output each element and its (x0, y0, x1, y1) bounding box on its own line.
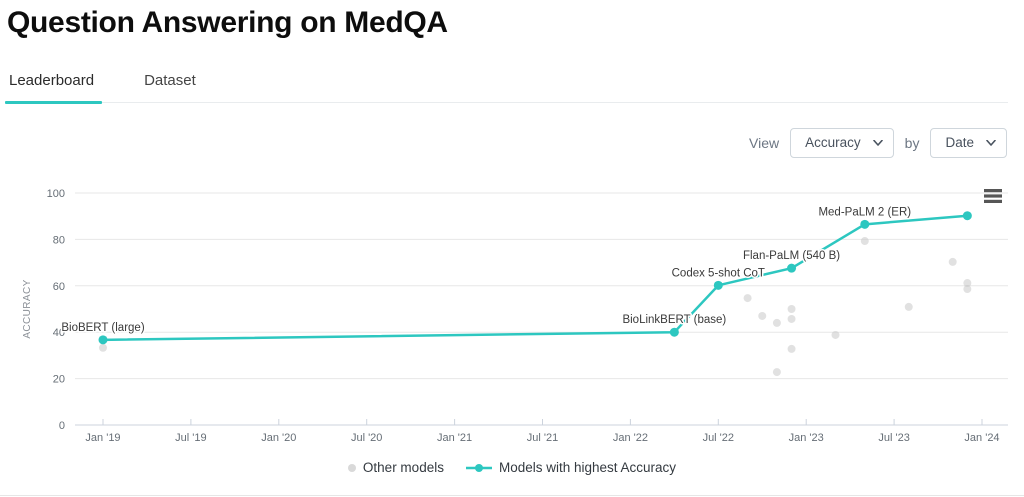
series-models-with-highest-accuracy[interactable]: BioBERT (large) BioLinkBERT (base) Codex 5… (60, 205, 972, 345)
data-point[interactable] (99, 343, 107, 352)
svg-text:Jan '20: Jan '20 (261, 432, 296, 444)
data-point[interactable] (860, 237, 869, 246)
accuracy-over-time-chart[interactable]: 0 20 40 60 80 100 ACCURACY Jan '19 Jul '19 Jan '2… (0, 179, 1024, 451)
data-point[interactable] (860, 219, 870, 229)
y-axis-title: ACCURACY (22, 279, 33, 338)
svg-text:Jan '24: Jan '24 (964, 432, 999, 444)
other-models-marker-icon (347, 463, 356, 472)
page-bottom-divider (0, 495, 1024, 496)
date-select-value: Date (945, 135, 974, 150)
data-point[interactable] (787, 344, 796, 353)
svg-text:Jan '22: Jan '22 (613, 432, 648, 444)
legend-label: Other models (362, 460, 444, 475)
data-point[interactable] (787, 263, 797, 273)
data-point[interactable] (787, 305, 796, 313)
chevron-down-icon (986, 139, 996, 146)
svg-text:20: 20 (53, 374, 65, 386)
svg-text:Jul '23: Jul '23 (878, 432, 909, 444)
metric-select-value: Accuracy (805, 135, 861, 150)
svg-text:0: 0 (59, 420, 65, 432)
point-label: BioLinkBERT (base) (622, 314, 726, 326)
data-point[interactable] (948, 257, 957, 266)
metric-select[interactable]: Accuracy (790, 127, 894, 158)
series-other-models[interactable] (99, 237, 972, 377)
data-point[interactable] (904, 302, 913, 311)
data-point[interactable] (743, 294, 752, 303)
page-title: Question Answering on MedQA (7, 6, 448, 39)
x-axis: Jan '19 Jul '19 Jan '20 Jul '20 Jan '21 Jul '… (75, 419, 1008, 444)
svg-text:40: 40 (53, 327, 65, 339)
point-label: Flan-PaLM (540 B) (743, 250, 840, 262)
tab-bar: Leaderboard Dataset (4, 64, 1008, 104)
data-point[interactable] (713, 280, 723, 290)
y-axis: 0 20 40 60 80 100 (47, 188, 1008, 432)
line-marker-icon (465, 463, 492, 472)
tab-dataset[interactable]: Dataset (144, 72, 196, 89)
data-point[interactable] (772, 368, 781, 377)
svg-text:Jul '21: Jul '21 (527, 432, 558, 444)
data-point[interactable] (98, 335, 108, 345)
data-point[interactable] (787, 314, 796, 323)
chart-view-controls: View Accuracy by Date (0, 127, 1007, 158)
legend-item-other-models[interactable]: Other models (347, 460, 444, 475)
data-point[interactable] (963, 285, 972, 294)
hamburger-menu-icon[interactable] (984, 189, 1002, 203)
point-label: Med-PaLM 2 (ER) (818, 206, 911, 218)
legend-item-highest-accuracy[interactable]: Models with highest Accuracy (465, 460, 677, 475)
chevron-down-icon (872, 139, 883, 146)
svg-text:Jan '23: Jan '23 (789, 432, 824, 444)
svg-text:60: 60 (53, 281, 65, 293)
data-point[interactable] (772, 318, 781, 327)
data-point[interactable] (962, 211, 972, 221)
svg-text:Jul '22: Jul '22 (703, 432, 734, 444)
legend-label: Models with highest Accuracy (498, 460, 677, 475)
svg-text:100: 100 (47, 188, 65, 200)
point-label: BioBERT (large) (61, 322, 144, 334)
data-point[interactable] (831, 330, 840, 339)
data-point[interactable] (669, 327, 679, 337)
leaderboard-page: Question Answering on MedQA Leaderboard … (0, 6, 1024, 497)
date-select[interactable]: Date (930, 127, 1007, 158)
svg-text:Jan '21: Jan '21 (437, 432, 472, 444)
data-point[interactable] (963, 279, 972, 288)
chart-container: 0 20 40 60 80 100 ACCURACY Jan '19 Jul '19 Jan '2… (0, 179, 1024, 451)
svg-text:Jul '19: Jul '19 (175, 432, 206, 444)
tab-leaderboard[interactable]: Leaderboard (4, 64, 103, 104)
point-label: Codex 5-shot CoT (672, 267, 765, 279)
data-point[interactable] (758, 311, 767, 320)
svg-text:80: 80 (53, 234, 65, 246)
by-label: by (904, 134, 920, 151)
svg-text:Jul '20: Jul '20 (351, 432, 382, 444)
chart-legend: Other models Models with highest Accurac… (0, 460, 1024, 475)
view-label: View (749, 134, 780, 151)
svg-text:Jan '19: Jan '19 (85, 432, 120, 444)
